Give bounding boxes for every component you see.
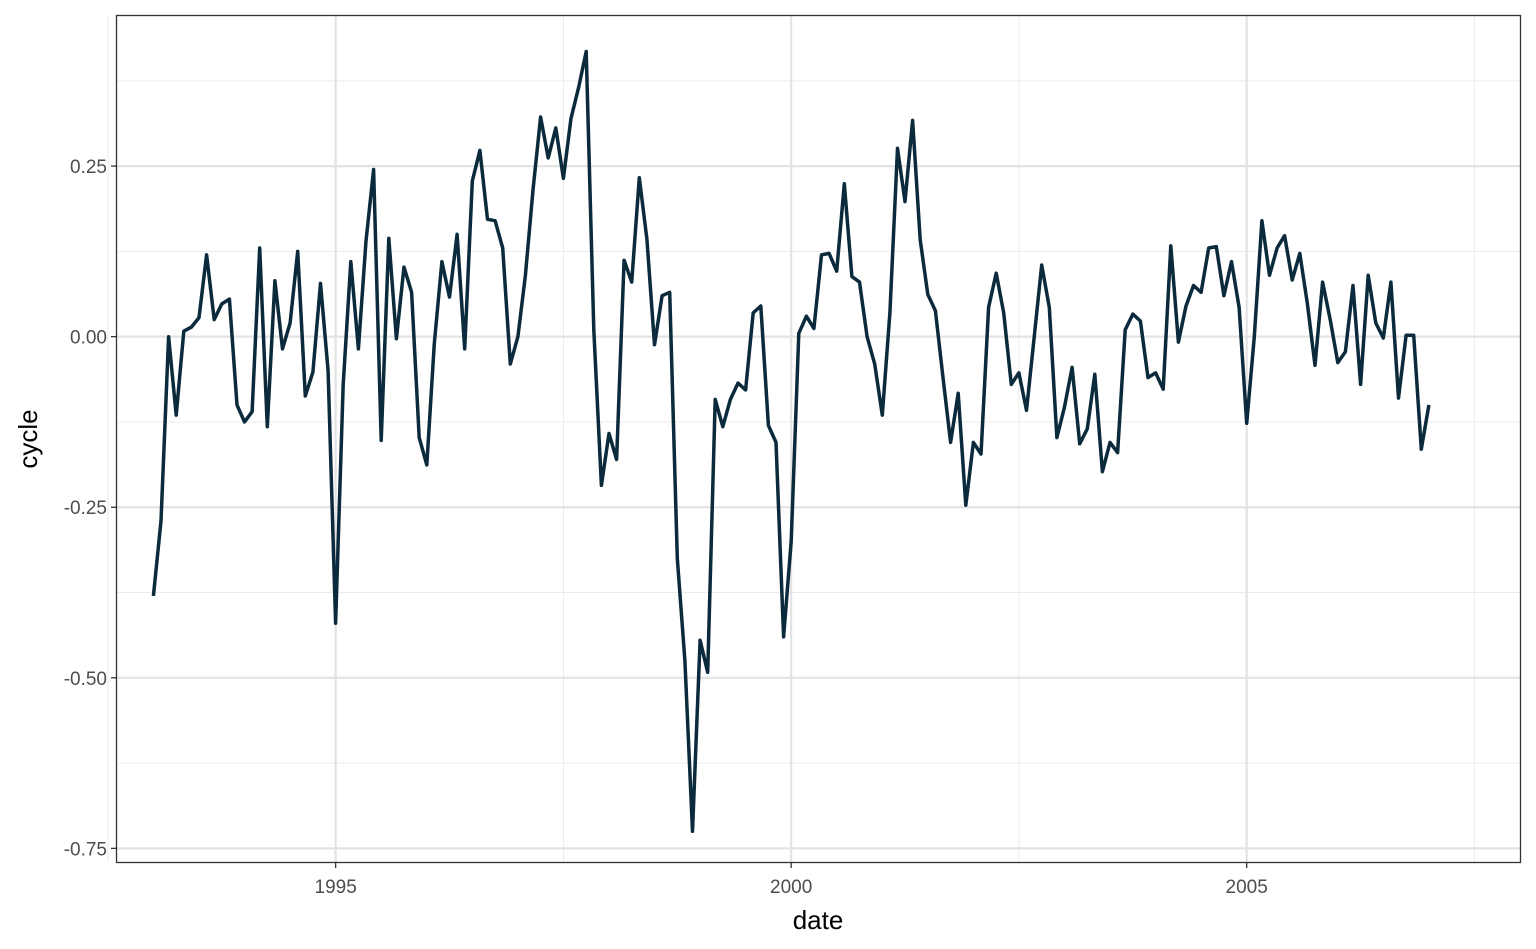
x-axis: 1995 2000 2005 — [315, 862, 1268, 898]
y-axis-title: cycle — [13, 409, 43, 468]
y-tick-label: 0.25 — [70, 157, 107, 178]
panel-border — [115, 14, 1522, 864]
minor-gridlines — [107, 16, 1520, 862]
y-tick-label: 0.00 — [70, 328, 107, 349]
x-tick-label: 2000 — [770, 877, 812, 898]
y-tick-label: -0.75 — [64, 839, 107, 860]
y-axis: 0.25 0.00 -0.25 -0.50 -0.75 — [64, 157, 117, 860]
y-tick-label: -0.50 — [64, 669, 107, 690]
x-tick-label: 2005 — [1226, 877, 1268, 898]
x-axis-title: date — [793, 905, 844, 935]
x-tick-label: 1995 — [315, 877, 357, 898]
major-gridlines — [117, 16, 1520, 862]
y-tick-label: -0.25 — [64, 498, 107, 519]
series-line — [151, 49, 1431, 834]
